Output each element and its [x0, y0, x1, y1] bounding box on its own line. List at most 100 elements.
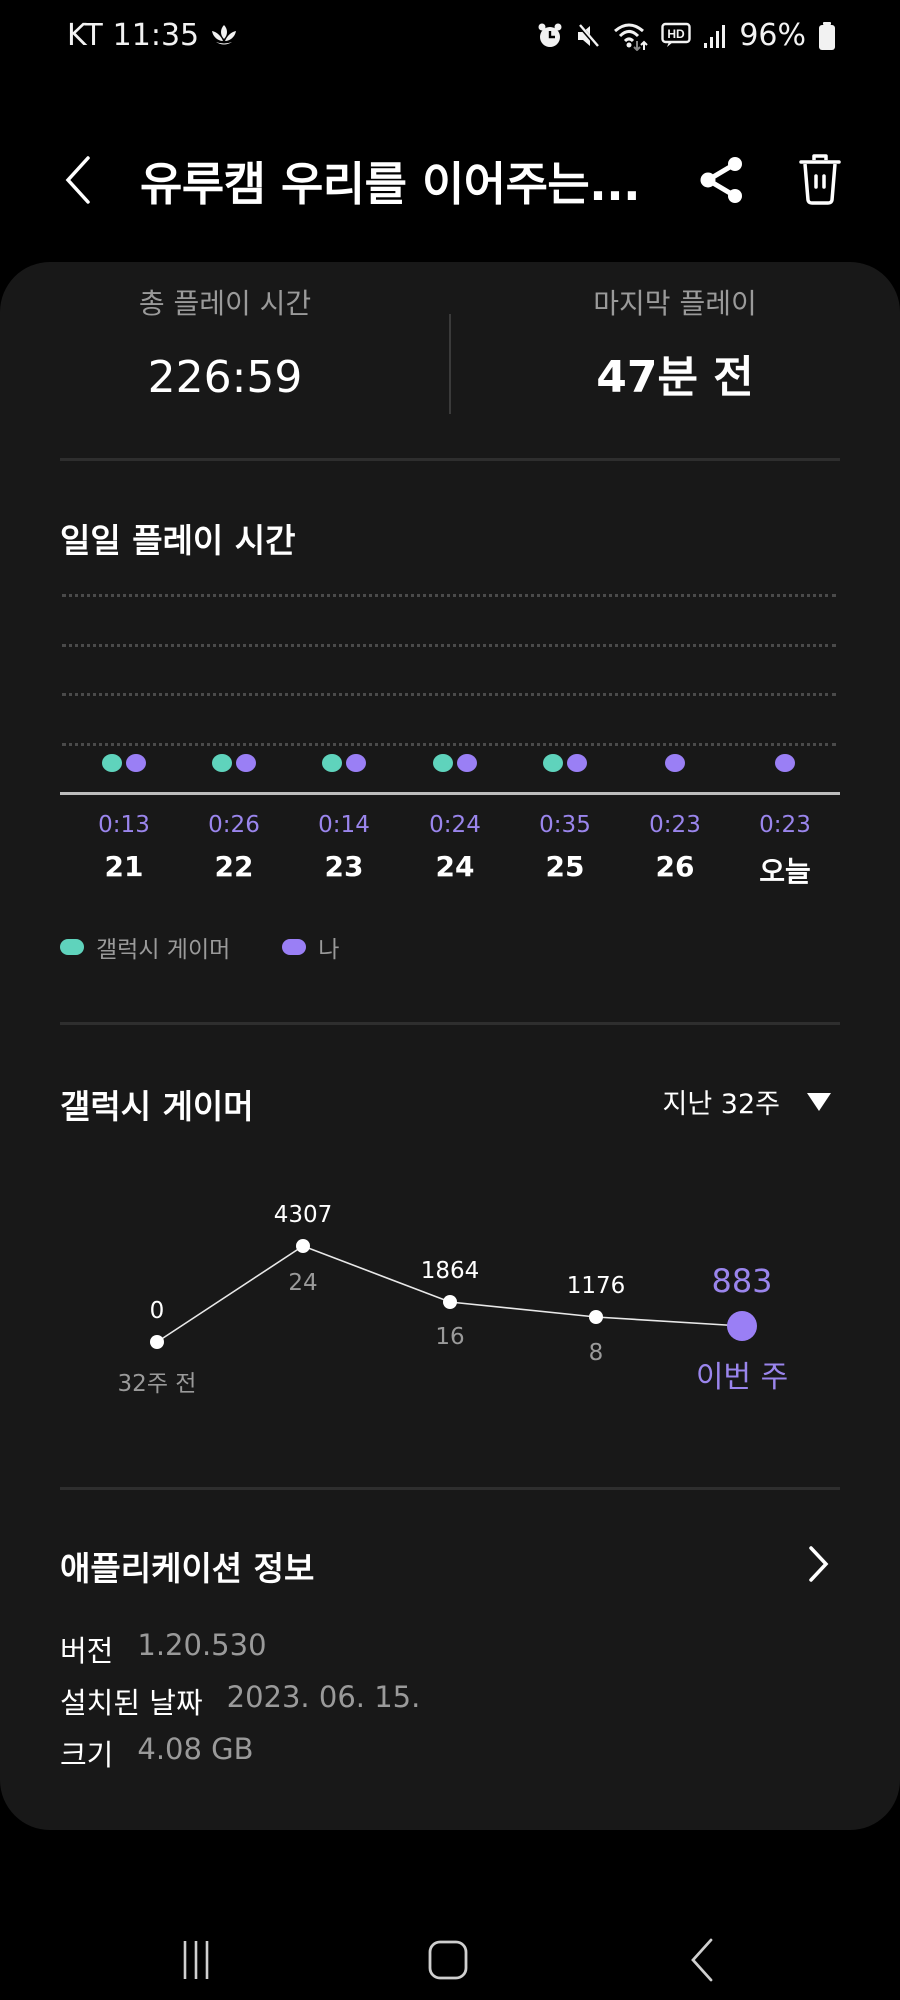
clock: 11:35	[112, 18, 200, 53]
daily-dots	[400, 754, 510, 774]
info-row-install-date: 설치된 날짜 2023. 06. 15.	[60, 1680, 420, 1722]
recents-icon	[183, 1941, 209, 1979]
my-dot	[346, 754, 366, 772]
info-value: 4.08 GB	[137, 1732, 254, 1766]
battery-percent: 96%	[739, 18, 806, 53]
mute-icon	[575, 22, 601, 50]
share-button[interactable]	[696, 150, 748, 210]
legend-swatch-purple	[282, 939, 307, 955]
period-dropdown-value: 지난 32주	[662, 1089, 780, 1120]
back-button[interactable]	[58, 152, 98, 208]
info-key: 크기	[60, 1738, 114, 1772]
period-dropdown[interactable]: 지난 32주	[663, 1082, 832, 1121]
daily-play-time-title: 일일 플레이 시간	[60, 521, 296, 560]
point-value: 0	[149, 1298, 165, 1324]
point-label: 8	[588, 1340, 604, 1366]
battery-icon	[818, 21, 836, 51]
hd-voice-icon: HD	[661, 21, 692, 51]
weekly-chart-title: 갤럭시 게이머	[60, 1087, 254, 1126]
current-week-value: 883	[711, 1262, 773, 1300]
legend-item-galaxy-gamer: 갤럭시 게이머	[60, 930, 230, 964]
home-button[interactable]	[418, 1930, 478, 1990]
daily-dots	[510, 754, 620, 774]
day-label: 22	[214, 850, 254, 883]
svg-text:HD: HD	[668, 27, 686, 41]
info-value: 2023. 06. 15.	[226, 1680, 421, 1714]
day-label: 23	[324, 850, 364, 883]
divider	[60, 1487, 840, 1490]
signal-icon	[703, 23, 727, 49]
chart-baseline	[60, 792, 840, 795]
game-detail-card: 총 플레이 시간 226:59 마지막 플레이 47분 전 일일 플레이 시간 …	[0, 262, 900, 1830]
daily-time: 0:23	[759, 812, 811, 838]
point-value: 4307	[273, 1202, 333, 1228]
galaxy-gamer-dot	[433, 754, 453, 772]
grid-line	[62, 644, 836, 647]
daily-dots	[69, 754, 179, 774]
daily-column: 0:23 26	[620, 754, 730, 883]
daily-time: 0:26	[208, 812, 260, 838]
daily-column: 0:23 오늘	[730, 754, 840, 890]
day-label: 오늘	[759, 855, 811, 888]
galaxy-gamer-dot	[102, 754, 122, 772]
share-icon	[700, 157, 742, 203]
day-label: 21	[104, 850, 144, 883]
app-info-title: 애플리케이션 정보	[60, 1549, 315, 1588]
chevron-right-icon	[809, 1546, 829, 1582]
galaxy-gamer-dot	[322, 754, 342, 772]
home-icon	[428, 1940, 468, 1980]
divider	[60, 458, 840, 461]
dropdown-triangle-icon	[807, 1092, 831, 1111]
back-icon	[691, 1938, 713, 1982]
recents-button[interactable]	[166, 1930, 226, 1990]
delete-button[interactable]	[796, 150, 844, 210]
daily-time: 0:23	[649, 812, 701, 838]
legend-item-me: 나	[282, 930, 339, 964]
last-played: 마지막 플레이 47분 전	[450, 284, 900, 404]
daily-column: 0:26 22	[179, 754, 289, 883]
system-nav-bar	[0, 1900, 900, 2000]
my-dot	[126, 754, 146, 772]
daily-time: 0:35	[539, 812, 591, 838]
daily-column: 0:24 24	[400, 754, 510, 883]
last-played-label: 마지막 플레이	[593, 287, 757, 320]
app-info-chevron[interactable]	[804, 1542, 834, 1586]
legend-swatch-teal	[60, 939, 84, 955]
grid-line	[62, 693, 836, 696]
chevron-left-icon	[65, 156, 90, 204]
trash-icon	[799, 154, 841, 205]
daily-dots	[179, 754, 289, 774]
wifi-icon	[613, 21, 649, 51]
my-dot	[236, 754, 256, 772]
daily-time: 0:14	[318, 812, 370, 838]
legend-label: 갤럭시 게이머	[96, 937, 231, 963]
point-label: 16	[435, 1324, 465, 1350]
my-dot	[457, 754, 477, 772]
grid-line	[62, 743, 836, 746]
alarm-icon	[537, 22, 563, 50]
last-played-value: 47분 전	[596, 352, 754, 403]
daily-column: 0:14 23	[289, 754, 399, 883]
info-value: 1.20.530	[137, 1628, 267, 1662]
point-label: 32주 전	[117, 1371, 197, 1397]
point-label: 24	[288, 1270, 318, 1296]
day-label: 26	[655, 850, 695, 883]
divider	[60, 1022, 840, 1025]
info-key: 설치된 날짜	[60, 1686, 203, 1720]
my-dot	[567, 754, 587, 772]
total-play-time: 총 플레이 시간 226:59	[0, 284, 450, 404]
info-key: 버전	[60, 1634, 114, 1668]
daily-dots	[289, 754, 399, 774]
app-bar: 유루캠 우리를 이어주는...	[0, 130, 900, 230]
total-play-time-label: 총 플레이 시간	[138, 287, 312, 320]
grid-line	[62, 594, 836, 597]
flower-notification-icon	[209, 23, 239, 49]
chart-legend: 갤럭시 게이머 나	[60, 930, 381, 964]
nav-back-button[interactable]	[672, 1930, 732, 1990]
total-play-time-value: 226:59	[147, 352, 303, 403]
daily-column: 0:35 25	[510, 754, 620, 883]
info-row-version: 버전 1.20.530	[60, 1628, 267, 1670]
galaxy-gamer-dot	[543, 754, 563, 772]
point-value: 1176	[566, 1273, 626, 1299]
day-label: 25	[545, 850, 585, 883]
